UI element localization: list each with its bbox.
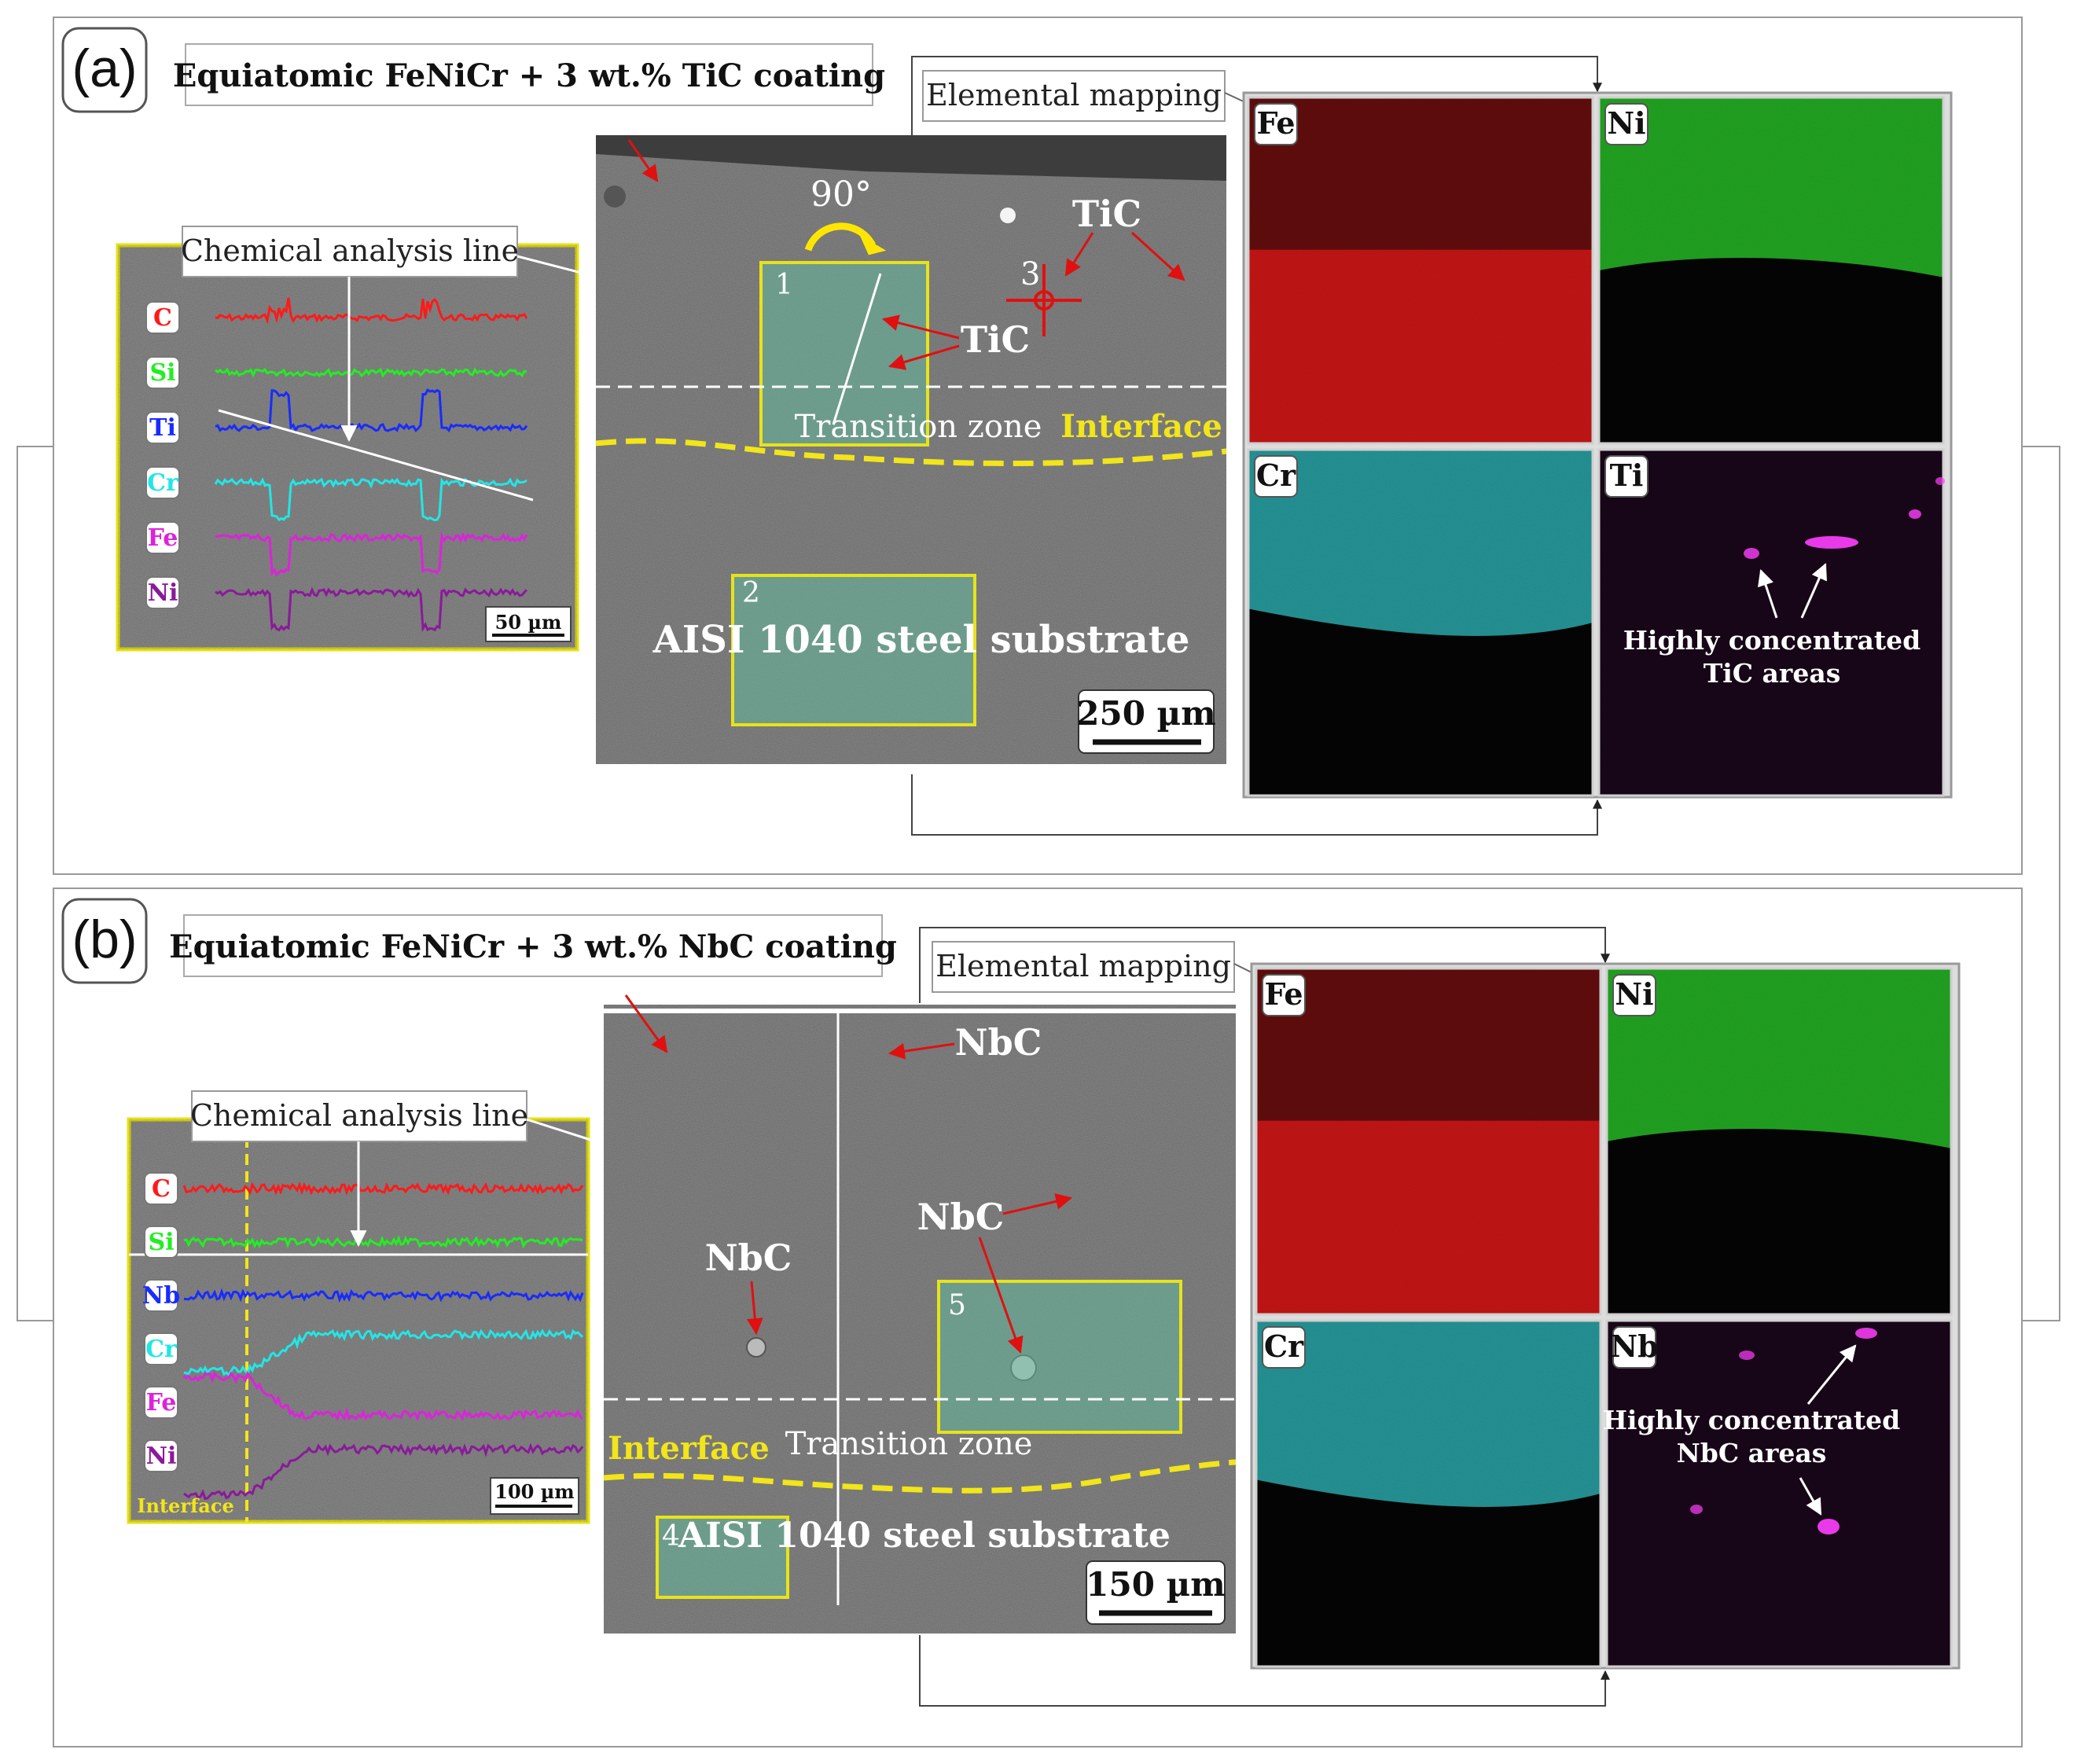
panel-a-scan-element-ti: Ti	[149, 414, 176, 442]
panel-b-map-note-line1: Highly concentrated	[1603, 1405, 1901, 1435]
panel-a-carbide-label-1: TiC	[1072, 193, 1141, 235]
panel-b-transition-label: Transition zone	[785, 1426, 1033, 1462]
panel-b-scan-element-nb: Nb	[142, 1282, 180, 1310]
panel-a-map-label-ni: Ni	[1607, 105, 1645, 141]
panel-b-map-ni: Ni	[1607, 968, 1951, 1314]
panel-a-transition-label: Transition zone	[795, 409, 1042, 445]
panel-b-title: Equiatomic FeNiCr + 3 wt.% NbC coating	[169, 928, 897, 965]
panel-a-substrate-label: AISI 1040 steel substrate	[652, 618, 1190, 662]
panel-b-scan-element-cr: Cr	[145, 1336, 178, 1363]
panel-b-region-5-number: 5	[948, 1289, 966, 1321]
panel-a-sem: 90° 1 2 3 TiC TiC Transition zone Interf…	[596, 135, 1226, 764]
panel-a-scan-element-ni: Ni	[148, 579, 178, 607]
panel-b-carbide-label-1: NbC	[955, 1021, 1042, 1064]
panel-a-scan-element-fe: Fe	[148, 524, 178, 552]
panel-a-scan-element-c: C	[153, 304, 172, 332]
panel-a-region-2-number: 2	[742, 577, 760, 609]
panel-b-map-fe: Fe	[1256, 968, 1601, 1314]
panel-a-map-note-line1: Highly concentrated	[1623, 625, 1921, 656]
panel-b-linescan-interface: Interface	[137, 1494, 233, 1517]
panel-b-map-nb: Nb	[1607, 1321, 1951, 1667]
left-bracket	[17, 447, 53, 1321]
right-bracket	[2022, 447, 2060, 1321]
panel-b-map-label-cr: Cr	[1264, 1329, 1304, 1364]
panel-b-carbide-label-2: NbC	[917, 1196, 1005, 1238]
panel-b-map-label-ni: Ni	[1615, 976, 1653, 1012]
panel-b-map-label-nb: Nb	[1610, 1329, 1658, 1364]
panel-b-region-4-number: 4	[662, 1520, 680, 1553]
panel-a-interface-label: Interface	[1060, 408, 1222, 445]
panel-b-scan-element-ni: Ni	[146, 1442, 177, 1470]
panel-a-linescan: C Si Ti Cr Fe Ni 50 µm	[118, 245, 577, 649]
panel-b: (b) Equiatomic FeNiCr + 3 wt.% NbC coati…	[53, 888, 2022, 1747]
panel-b-linescan-scalebar: 100 µm	[494, 1480, 574, 1503]
panel-a-map-fe: Fe	[1248, 97, 1593, 443]
panel-b-sem: 5 4 NbC NbC NbC Interface Transition zon…	[604, 995, 1236, 1634]
panel-a-map-cr: Cr	[1248, 450, 1593, 796]
panel-a-title: Equiatomic FeNiCr + 3 wt.% TiC coating	[173, 57, 885, 94]
panel-a-linescan-scalebar: 50 µm	[495, 611, 562, 634]
panel-b-region-5	[939, 1281, 1181, 1432]
panel-b-map-cr: Cr	[1256, 1321, 1601, 1667]
panel-a-angle-label: 90°	[810, 175, 872, 215]
panel-a-letter: (a)	[72, 39, 137, 98]
panel-b-interface-label: Interface	[608, 1430, 770, 1467]
panel-a-scan-element-si: Si	[149, 359, 175, 387]
panel-b-letter: (b)	[72, 910, 137, 969]
panel-a-map-label-cr: Cr	[1256, 458, 1296, 493]
panel-a-carbide-label-2: TiC	[961, 318, 1030, 361]
panel-b-substrate-label: AISI 1040 steel substrate	[678, 1516, 1171, 1556]
panel-b-scan-element-si: Si	[148, 1229, 174, 1256]
panel-b-scan-element-fe: Fe	[146, 1389, 177, 1417]
panel-a-sem-scalebar: 250 µm	[1076, 694, 1215, 733]
panel-a-map-ti: Ti	[1599, 450, 1943, 796]
panel-a: (a) Equiatomic FeNiCr + 3 wt.% TiC coati…	[53, 17, 2022, 874]
panel-a-mapping-label: Elemental mapping	[926, 78, 1222, 112]
panel-b-sem-scalebar: 150 µm	[1086, 1565, 1225, 1604]
panel-a-maps: Fe Ni Cr Ti Highly concentrated TiC areas	[1244, 93, 1951, 797]
panel-b-analysis-label: Chemical analysis line	[190, 1098, 528, 1133]
panel-b-carbide-label-3: NbC	[705, 1237, 792, 1279]
panel-a-map-label-ti: Ti	[1610, 458, 1644, 493]
panel-b-maps: Fe Ni Cr Nb Highly concentrated NbC areas	[1252, 964, 1959, 1668]
panel-a-map-label-fe: Fe	[1256, 105, 1295, 141]
panel-a-scan-element-cr: Cr	[147, 469, 179, 497]
panel-a-map-note-line2: TiC areas	[1704, 658, 1841, 689]
panel-b-mapping-label: Elemental mapping	[935, 949, 1231, 983]
panel-b-map-note-line2: NbC areas	[1677, 1438, 1827, 1468]
panel-b-map-label-fe: Fe	[1264, 976, 1303, 1012]
panel-b-scan-element-c: C	[152, 1175, 171, 1203]
panel-a-analysis-label: Chemical analysis line	[181, 233, 519, 268]
panel-a-region-1-number: 1	[775, 269, 793, 301]
panel-a-map-ni: Ni	[1599, 97, 1943, 443]
panel-a-region-3-number: 3	[1020, 256, 1040, 292]
